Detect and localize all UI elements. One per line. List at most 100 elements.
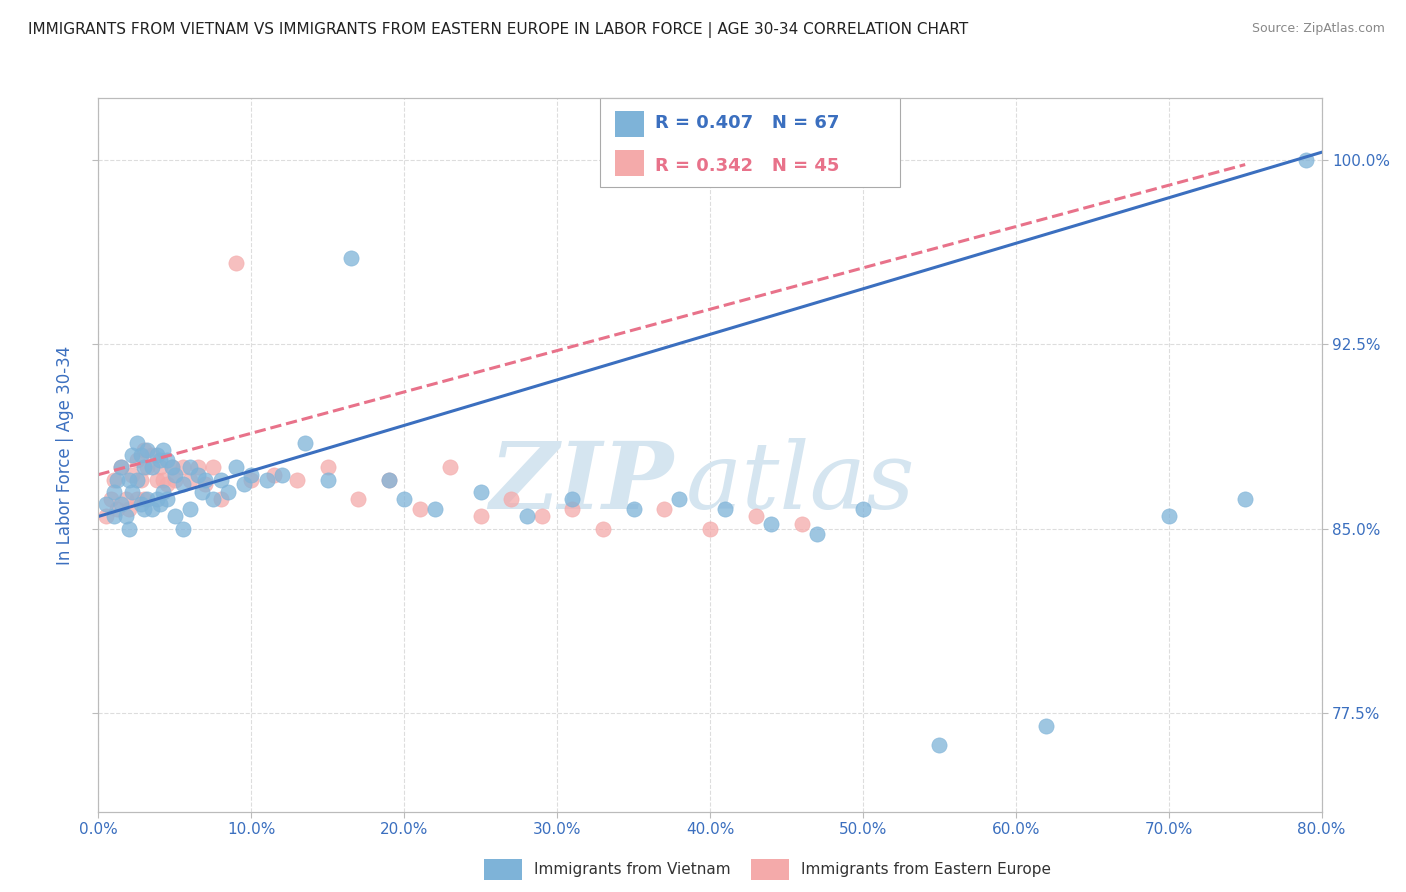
Point — [121, 467, 143, 482]
Point — [134, 460, 156, 475]
Point — [423, 502, 446, 516]
FancyBboxPatch shape — [614, 111, 644, 136]
Point — [149, 460, 172, 475]
Point — [806, 526, 828, 541]
Point — [209, 492, 232, 507]
Text: R = 0.342   N = 45: R = 0.342 N = 45 — [655, 157, 839, 175]
Point — [145, 473, 167, 487]
Point — [256, 473, 278, 487]
Point — [134, 442, 156, 457]
Point — [699, 522, 721, 536]
Text: R = 0.407   N = 67: R = 0.407 N = 67 — [655, 114, 839, 132]
Point — [105, 502, 128, 516]
Point — [156, 453, 179, 467]
Point — [745, 509, 768, 524]
Text: Immigrants from Vietnam: Immigrants from Vietnam — [534, 863, 731, 877]
Y-axis label: In Labor Force | Age 30-34: In Labor Force | Age 30-34 — [56, 345, 75, 565]
Point — [134, 502, 156, 516]
Point — [103, 484, 125, 499]
Point — [118, 522, 141, 536]
Point — [191, 484, 214, 499]
Point — [408, 502, 430, 516]
Point — [152, 442, 174, 457]
Point — [129, 448, 152, 462]
Point — [294, 435, 316, 450]
Point — [163, 467, 186, 482]
Point — [163, 473, 186, 487]
Point — [263, 467, 285, 482]
Point — [125, 492, 148, 507]
Text: Immigrants from Eastern Europe: Immigrants from Eastern Europe — [801, 863, 1052, 877]
Point — [202, 460, 225, 475]
Point — [125, 453, 148, 467]
Point — [160, 460, 183, 475]
Point — [652, 502, 675, 516]
Point — [187, 467, 209, 482]
Point — [270, 467, 292, 482]
Point — [172, 477, 194, 491]
Point — [110, 460, 132, 475]
Point — [392, 492, 416, 507]
Point — [172, 522, 194, 536]
Point — [316, 473, 339, 487]
Point — [668, 492, 690, 507]
FancyBboxPatch shape — [614, 150, 644, 176]
Point — [121, 448, 143, 462]
Point — [232, 477, 254, 491]
Point — [152, 473, 174, 487]
Point — [115, 509, 138, 524]
Point — [1295, 153, 1317, 167]
Point — [470, 509, 492, 524]
Point — [790, 516, 813, 531]
Point — [141, 448, 163, 462]
Point — [225, 460, 247, 475]
Point — [194, 473, 217, 487]
Point — [129, 473, 152, 487]
Point — [118, 502, 141, 516]
Text: Source: ZipAtlas.com: Source: ZipAtlas.com — [1251, 22, 1385, 36]
Point — [152, 484, 174, 499]
Point — [179, 473, 201, 487]
Point — [285, 473, 308, 487]
Point — [928, 739, 950, 753]
Point — [592, 522, 614, 536]
Point — [217, 484, 239, 499]
Point — [378, 473, 401, 487]
Point — [470, 484, 492, 499]
Point — [187, 460, 209, 475]
Point — [179, 502, 201, 516]
Point — [316, 460, 339, 475]
Point — [339, 251, 361, 265]
Point — [714, 502, 737, 516]
Point — [125, 473, 148, 487]
Point — [149, 453, 172, 467]
Point — [225, 256, 247, 270]
Point — [516, 509, 538, 524]
Point — [156, 477, 179, 491]
Point — [103, 473, 125, 487]
Point — [125, 435, 148, 450]
Point — [145, 492, 167, 507]
Point — [501, 492, 523, 507]
Point — [439, 460, 461, 475]
Point — [1157, 509, 1180, 524]
Point — [530, 509, 553, 524]
Point — [136, 492, 159, 507]
Point — [561, 502, 583, 516]
FancyBboxPatch shape — [600, 98, 900, 187]
Point — [163, 509, 186, 524]
Text: atlas: atlas — [686, 439, 915, 528]
Point — [240, 467, 263, 482]
Point — [1035, 718, 1057, 732]
Point — [240, 473, 263, 487]
Point — [103, 509, 125, 524]
Point — [94, 509, 117, 524]
Point — [194, 477, 217, 491]
Point — [105, 473, 128, 487]
Point — [759, 516, 782, 531]
Point — [852, 502, 875, 516]
Point — [118, 473, 141, 487]
Point — [136, 460, 159, 475]
Point — [378, 473, 401, 487]
Text: IMMIGRANTS FROM VIETNAM VS IMMIGRANTS FROM EASTERN EUROPE IN LABOR FORCE | AGE 3: IMMIGRANTS FROM VIETNAM VS IMMIGRANTS FR… — [28, 22, 969, 38]
